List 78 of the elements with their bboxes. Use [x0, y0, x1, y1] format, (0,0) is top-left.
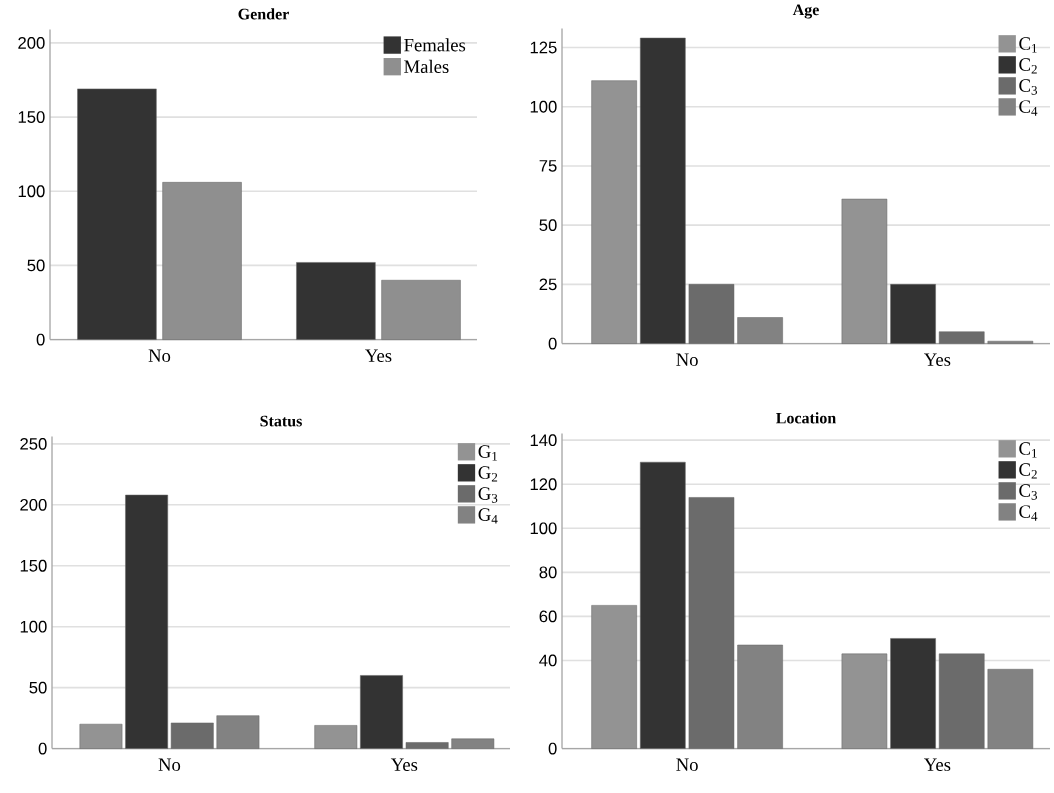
bar — [737, 317, 783, 345]
x-tick-label: No — [148, 349, 171, 363]
legend-label: C$_{2}$ — [1019, 463, 1037, 479]
y-tick-label: 0 — [548, 742, 557, 755]
x-tick-label: Yes — [924, 758, 951, 772]
bar — [890, 284, 936, 345]
bar — [125, 495, 169, 750]
bar — [170, 722, 214, 750]
bar — [77, 88, 157, 341]
bar — [890, 638, 936, 750]
y-tick-label: 0 — [36, 333, 45, 346]
bar — [688, 497, 735, 750]
bar — [841, 653, 888, 750]
legend-label: G$_{2}$ — [478, 466, 498, 482]
bar — [737, 644, 783, 750]
x-tick-label: Yes — [390, 758, 418, 772]
bar — [405, 742, 449, 750]
bar — [640, 37, 686, 345]
chart-title: Gender — [238, 8, 289, 20]
y-tick-label: 40 — [539, 654, 557, 667]
y-tick-label: 60 — [539, 610, 557, 623]
legend-label: Males — [404, 60, 449, 74]
y-tick-label: 50 — [539, 219, 557, 232]
legend-label: C$_{2}$ — [1019, 58, 1037, 74]
y-tick-label: 150 — [20, 560, 47, 572]
y-tick-label: 50 — [29, 681, 47, 694]
y-tick-label: 100 — [18, 185, 45, 198]
legend-label: G$_{1}$ — [478, 445, 498, 461]
y-tick-label: 100 — [530, 101, 557, 113]
y-tick-label: 125 — [530, 41, 557, 54]
bar — [987, 669, 1034, 750]
y-tick-label: 200 — [20, 499, 47, 511]
y-tick-label: 75 — [539, 160, 557, 172]
y-tick-label: 250 — [20, 438, 47, 450]
y-tick-label: 0 — [38, 742, 47, 755]
y-tick-label: 80 — [539, 566, 557, 579]
legend-label: C$_{4}$ — [1019, 505, 1038, 521]
bar — [79, 724, 123, 750]
legend-label: C$_{4}$ — [1019, 100, 1038, 116]
bar — [360, 675, 403, 750]
y-tick-label: 200 — [18, 37, 45, 50]
y-tick-label: 100 — [20, 621, 47, 633]
chart-title: Location — [776, 412, 836, 424]
legend-label: G$_{3}$ — [478, 487, 498, 503]
legend-label: C$_{1}$ — [1019, 37, 1037, 53]
bar — [296, 262, 376, 341]
x-tick-label: Yes — [365, 349, 392, 363]
legend-label: Females — [404, 38, 466, 52]
bar — [640, 462, 686, 750]
x-tick-label: Yes — [924, 353, 951, 367]
x-tick-label: No — [676, 353, 698, 367]
y-tick-label: 0 — [548, 337, 557, 350]
bar — [591, 80, 637, 345]
y-tick-label: 150 — [18, 111, 45, 124]
bar — [938, 653, 985, 750]
y-tick-label: 100 — [530, 522, 557, 535]
bar — [381, 280, 461, 341]
x-tick-label: No — [158, 758, 181, 772]
legend-label: C$_{3}$ — [1019, 484, 1038, 500]
legend-label: C$_{3}$ — [1019, 79, 1038, 95]
bar — [314, 725, 358, 750]
legend-label: C$_{1}$ — [1019, 442, 1037, 458]
legend-label: G$_{4}$ — [478, 508, 498, 524]
y-tick-label: 50 — [27, 259, 45, 272]
bar — [162, 182, 242, 341]
bar — [841, 199, 888, 345]
chart-title: Age — [792, 4, 819, 19]
y-tick-label: 140 — [530, 434, 557, 447]
bar — [591, 605, 637, 750]
bar — [688, 284, 735, 345]
chart-title: Status — [260, 415, 302, 427]
x-tick-label: No — [676, 758, 698, 772]
bar — [938, 331, 985, 345]
y-tick-label: 25 — [539, 278, 557, 291]
bar — [451, 738, 495, 750]
y-tick-label: 120 — [530, 478, 557, 491]
bar — [216, 715, 260, 750]
bar — [987, 341, 1034, 345]
